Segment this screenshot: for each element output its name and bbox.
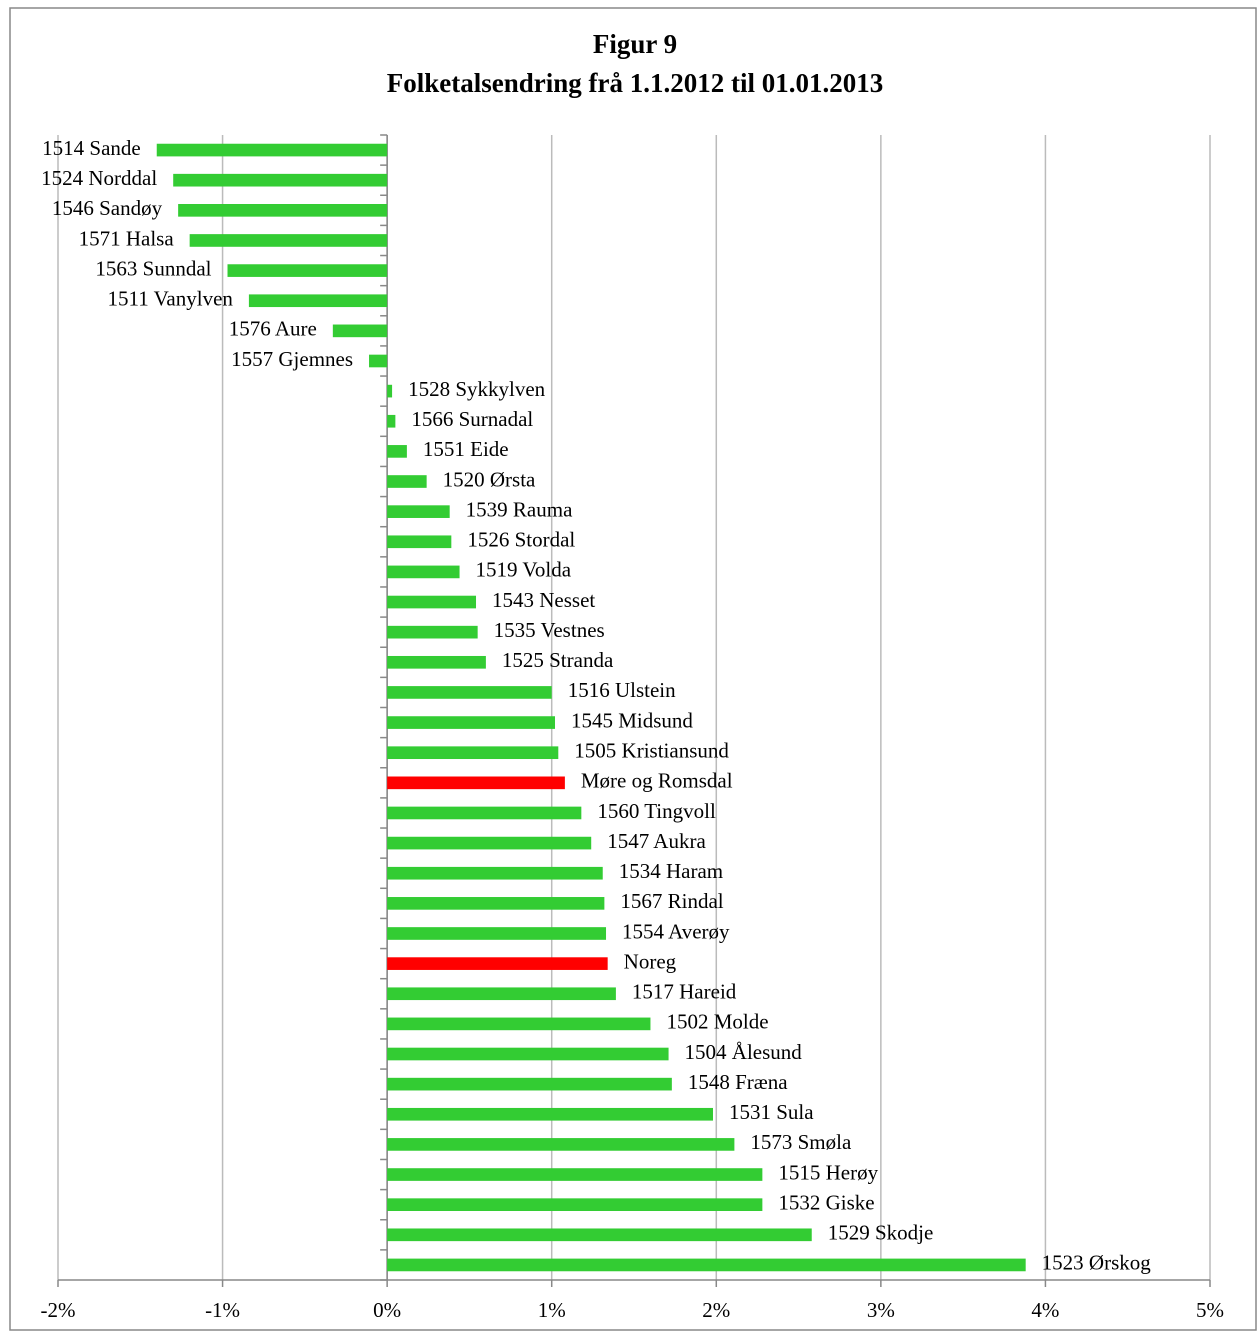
x-tick-label: -1% xyxy=(205,1298,240,1322)
category-label: 1532 Giske xyxy=(778,1190,874,1214)
bar xyxy=(387,565,460,579)
bar xyxy=(387,1017,651,1031)
category-label: 1529 Skodje xyxy=(828,1221,934,1245)
category-label: 1548 Fræna xyxy=(688,1070,788,1094)
bar xyxy=(387,505,450,518)
bar xyxy=(387,414,396,428)
category-label: 1515 Herøy xyxy=(778,1160,878,1184)
bar xyxy=(387,625,478,639)
category-label: 1547 Aukra xyxy=(607,829,706,853)
bar xyxy=(332,324,388,338)
category-label: 1576 Aure xyxy=(229,317,317,341)
category-label: 1543 Nesset xyxy=(492,588,595,612)
bar xyxy=(387,1198,763,1211)
x-tick-label: 2% xyxy=(702,1298,730,1322)
x-tick-label: 4% xyxy=(1031,1298,1059,1322)
category-label: 1563 Sunndal xyxy=(95,256,211,280)
bar xyxy=(387,1107,713,1121)
chart-subtitle: Folketalsendring frå 1.1.2012 til 01.01.… xyxy=(387,68,883,98)
chart-frame xyxy=(9,7,1257,1331)
bar xyxy=(156,143,388,157)
category-label: 1514 Sande xyxy=(42,136,141,160)
bar xyxy=(387,655,486,669)
bar xyxy=(387,1077,672,1091)
bar xyxy=(369,354,388,368)
category-label: 1545 Midsund xyxy=(571,708,693,732)
category-label: 1511 Vanylven xyxy=(107,287,233,311)
x-tick-label: 3% xyxy=(867,1298,895,1322)
category-label: 1560 Tingvoll xyxy=(597,799,716,823)
bar xyxy=(387,776,565,790)
bar xyxy=(387,716,556,729)
x-tick-label: 0% xyxy=(373,1298,401,1322)
category-label: Noreg xyxy=(624,949,677,973)
bar xyxy=(387,1138,735,1151)
bar xyxy=(387,987,616,1001)
category-label: 1539 Rauma xyxy=(466,497,573,521)
category-label: 1524 Norddal xyxy=(41,166,157,190)
category-label: 1526 Stordal xyxy=(467,528,575,552)
category-label: 1531 Sula xyxy=(729,1100,814,1124)
category-label: 1557 Gjemnes xyxy=(231,347,353,371)
category-label: 1525 Stranda xyxy=(502,648,614,672)
category-label: 1571 Halsa xyxy=(79,226,175,250)
bar xyxy=(387,595,477,609)
category-label: 1520 Ørsta xyxy=(443,467,536,491)
x-tick-label: 5% xyxy=(1196,1298,1224,1322)
bar xyxy=(387,806,582,820)
category-label: 1517 Hareid xyxy=(632,980,737,1004)
bar xyxy=(189,234,388,247)
bar xyxy=(387,1228,812,1242)
bar xyxy=(387,836,592,850)
category-label: 1573 Smøla xyxy=(750,1130,852,1154)
category-label: 1502 Molde xyxy=(666,1010,768,1034)
category-label: 1523 Ørskog xyxy=(1042,1251,1152,1275)
category-label: 1554 Averøy xyxy=(622,919,730,943)
bar xyxy=(387,384,393,398)
bar xyxy=(387,1168,763,1181)
category-label: 1519 Volda xyxy=(476,558,572,582)
bar xyxy=(173,173,388,187)
category-label: 1551 Eide xyxy=(423,437,509,461)
chart-title: Figur 9 xyxy=(593,29,677,59)
category-label: Møre og Romsdal xyxy=(581,769,733,793)
bar xyxy=(387,866,603,880)
bar xyxy=(387,746,559,760)
category-label: 1516 Ulstein xyxy=(568,678,676,702)
bar xyxy=(387,927,607,940)
category-label: 1534 Haram xyxy=(619,859,723,883)
category-label: 1546 Sandøy xyxy=(52,196,163,220)
bar xyxy=(178,204,388,217)
bar xyxy=(387,897,605,910)
bar xyxy=(387,1258,1026,1272)
category-label: 1505 Kristiansund xyxy=(574,739,729,763)
x-tick-label: -2% xyxy=(41,1298,76,1322)
bar xyxy=(387,1047,669,1061)
bar xyxy=(387,686,552,699)
category-label: 1528 Sykkylven xyxy=(408,377,546,401)
bar xyxy=(387,957,608,970)
bar xyxy=(227,264,388,277)
bar xyxy=(248,294,388,308)
bar xyxy=(387,535,452,549)
category-label: 1504 Ålesund xyxy=(685,1040,803,1064)
category-label: 1567 Rindal xyxy=(620,889,723,913)
category-label: 1566 Surnadal xyxy=(411,407,533,431)
bar xyxy=(387,445,407,458)
x-tick-label: 1% xyxy=(538,1298,566,1322)
category-label: 1535 Vestnes xyxy=(494,618,605,642)
bar xyxy=(387,475,427,488)
